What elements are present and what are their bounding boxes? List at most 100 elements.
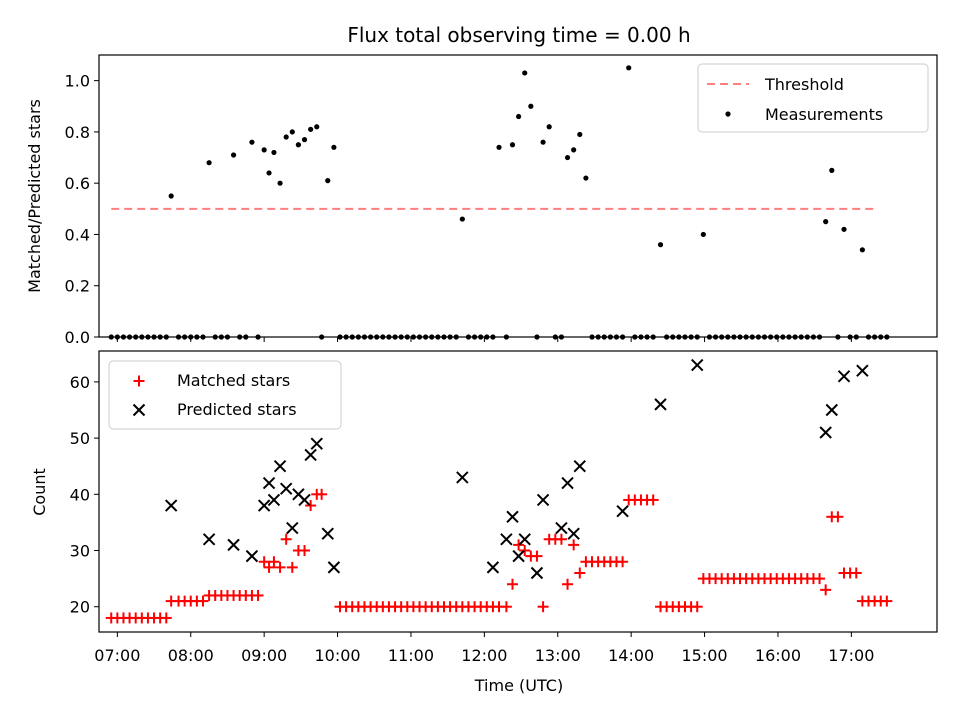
measurement-point xyxy=(249,139,255,145)
matched-point xyxy=(197,595,209,607)
measurement-point xyxy=(577,131,583,138)
matched-point xyxy=(568,539,580,551)
matched-point xyxy=(531,550,543,562)
legend-predicted-swatch xyxy=(132,403,146,417)
predicted-point-b xyxy=(512,549,525,563)
predicted-point-b xyxy=(567,527,580,540)
x-axis-label: Time (UTC) xyxy=(474,676,563,695)
predicted-point-b xyxy=(825,403,838,417)
measurement-point xyxy=(308,126,314,132)
bottom-legend-box xyxy=(108,360,342,430)
predicted-point xyxy=(456,471,469,484)
predicted-point-b xyxy=(286,521,299,535)
measurement-point xyxy=(546,124,552,130)
matched-point xyxy=(258,556,270,568)
predicted-point-b xyxy=(164,499,178,512)
predicted-point-b xyxy=(304,448,317,462)
predicted-point xyxy=(837,370,851,383)
predicted-point xyxy=(530,566,544,580)
bottom-axes-frame xyxy=(98,350,938,633)
predicted-point-b xyxy=(837,370,851,383)
top-legend: Threshold Measurements xyxy=(697,63,929,133)
predicted-point xyxy=(486,561,500,574)
predicted-point xyxy=(819,426,832,439)
legend-measurements-swatch xyxy=(725,111,731,117)
bottom-y-tick-label: 40 xyxy=(70,485,90,504)
predicted-point-b xyxy=(856,364,869,377)
matched-point xyxy=(316,488,328,500)
measurement-point xyxy=(657,242,664,248)
predicted-point xyxy=(856,364,869,377)
measurement-point xyxy=(277,180,283,186)
measurement-point xyxy=(583,175,589,181)
measurement-point xyxy=(626,65,632,71)
predicted-point xyxy=(310,437,323,450)
legend-matched-swatch xyxy=(133,375,145,387)
predicted-point-b xyxy=(298,493,311,507)
matched-point xyxy=(513,539,525,551)
top-y-tick-label: 0.6 xyxy=(65,174,90,193)
predicted-point-b xyxy=(321,527,334,540)
bottom-x-tick-label: 14:00 xyxy=(608,646,654,665)
predicted-point-b xyxy=(561,476,574,490)
bottom-x-tick-label: 07:00 xyxy=(94,646,140,665)
predicted-point xyxy=(561,476,574,490)
predicted-point xyxy=(202,533,216,546)
legend-predicted-marker xyxy=(132,403,146,417)
predicted-point-b xyxy=(292,488,305,501)
predicted-point-b xyxy=(506,510,519,523)
matched-point xyxy=(881,595,893,607)
predicted-point xyxy=(536,493,550,507)
bottom-y-axis-label: Count xyxy=(30,468,49,516)
predicted-point xyxy=(327,561,341,574)
measurement-point xyxy=(271,149,277,156)
matched-point xyxy=(820,584,832,596)
measurement-point xyxy=(206,160,212,166)
matched-point xyxy=(305,500,317,512)
measurement-point xyxy=(230,152,237,158)
bottom-x-tick-label: 16:00 xyxy=(755,646,801,665)
predicted-point xyxy=(245,549,259,563)
measurement-point xyxy=(841,226,847,232)
predicted-point-b xyxy=(691,358,704,372)
predicted-point xyxy=(262,476,276,490)
matched-point xyxy=(562,578,574,590)
measurement-point xyxy=(564,154,571,161)
matched-point xyxy=(274,561,286,573)
predicted-point-b xyxy=(245,549,259,563)
top-y-tick-label: 0.0 xyxy=(65,328,90,347)
top-y-tick-label: 1.0 xyxy=(65,72,90,91)
predicted-point xyxy=(518,533,531,546)
legend-predicted-label: Predicted stars xyxy=(177,400,297,419)
bottom-x-tick-label: 10:00 xyxy=(315,646,361,665)
measurement-point xyxy=(516,113,522,120)
predicted-point-b xyxy=(573,460,586,473)
bottom-x-ticks: 07:00 08:00 09:00 10:00 11:00 12:00 13:00 14:00… xyxy=(94,632,874,665)
predicted-stars-points xyxy=(164,358,869,580)
bottom-panel: 20 30 40 50 60 07:00 08:00 09:00 10:00 11:00 12:0… xyxy=(30,350,938,695)
predicted-point xyxy=(616,504,629,518)
measurement-point xyxy=(331,144,337,150)
measurement-point xyxy=(829,167,835,173)
measurement-point xyxy=(823,219,829,225)
predicted-point-b xyxy=(257,499,271,512)
predicted-point-b xyxy=(456,471,469,484)
top-y-tick-label: 0.2 xyxy=(65,277,90,296)
predicted-point xyxy=(298,493,311,507)
legend-matched-marker xyxy=(133,375,145,387)
predicted-point xyxy=(567,527,580,540)
measurement-point xyxy=(266,170,272,176)
predicted-point-b xyxy=(273,460,287,473)
predicted-point xyxy=(506,510,519,523)
top-legend-box xyxy=(697,63,929,133)
measurement-point xyxy=(314,124,320,130)
predicted-point-b xyxy=(616,504,629,518)
legend-predicted-marker-b xyxy=(132,403,146,417)
matched-point xyxy=(286,561,298,573)
matched-point xyxy=(647,494,659,506)
predicted-point xyxy=(573,460,586,473)
bottom-y-ticks: 20 30 40 50 60 xyxy=(70,373,99,617)
predicted-point-b xyxy=(555,521,568,535)
measurement-point xyxy=(859,247,865,253)
